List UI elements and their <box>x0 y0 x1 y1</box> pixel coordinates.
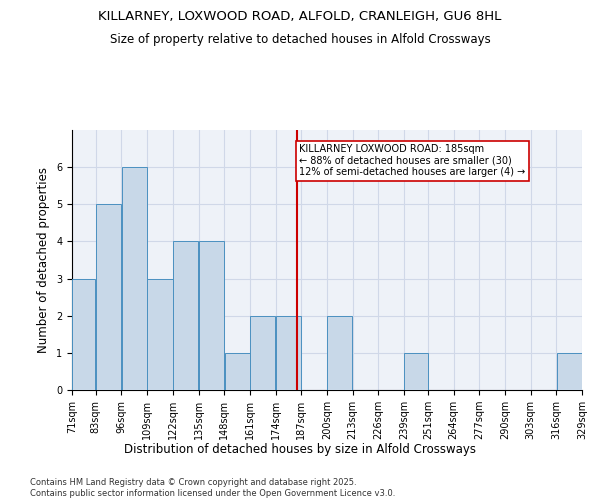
Bar <box>199 242 224 390</box>
Bar <box>224 353 250 390</box>
Bar <box>148 278 173 390</box>
Bar <box>173 242 198 390</box>
Bar <box>327 316 352 390</box>
Bar <box>276 316 301 390</box>
Text: Contains HM Land Registry data © Crown copyright and database right 2025.
Contai: Contains HM Land Registry data © Crown c… <box>30 478 395 498</box>
Y-axis label: Number of detached properties: Number of detached properties <box>37 167 50 353</box>
Bar <box>404 353 428 390</box>
Text: KILLARNEY, LOXWOOD ROAD, ALFOLD, CRANLEIGH, GU6 8HL: KILLARNEY, LOXWOOD ROAD, ALFOLD, CRANLEI… <box>98 10 502 23</box>
Bar <box>250 316 275 390</box>
Text: Size of property relative to detached houses in Alfold Crossways: Size of property relative to detached ho… <box>110 32 490 46</box>
Text: KILLARNEY LOXWOOD ROAD: 185sqm
← 88% of detached houses are smaller (30)
12% of : KILLARNEY LOXWOOD ROAD: 185sqm ← 88% of … <box>299 144 526 178</box>
Bar <box>96 204 121 390</box>
Bar <box>557 353 582 390</box>
Bar <box>72 278 95 390</box>
Text: Distribution of detached houses by size in Alfold Crossways: Distribution of detached houses by size … <box>124 442 476 456</box>
Bar <box>122 167 147 390</box>
